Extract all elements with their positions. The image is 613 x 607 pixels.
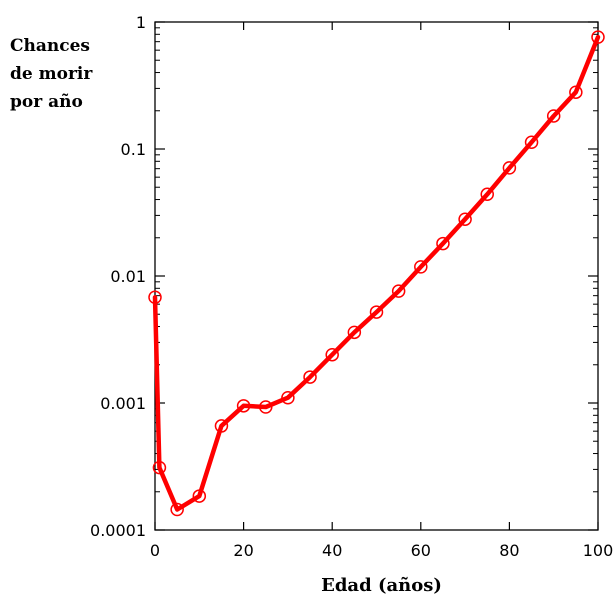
data-point (325, 347, 339, 362)
data-point (347, 325, 362, 340)
data-point (480, 187, 494, 202)
data-point (281, 390, 295, 405)
series-line (152, 34, 601, 512)
data-point (259, 400, 273, 414)
x-tick-label: 0 (150, 541, 160, 560)
x-tick-label: 100 (583, 541, 613, 560)
data-point (524, 135, 539, 150)
data-point (436, 236, 450, 251)
data-point (591, 30, 605, 44)
x-tick-label: 20 (233, 541, 253, 560)
data-point (569, 85, 583, 99)
data-point (414, 260, 428, 274)
data-point (458, 212, 472, 226)
x-tick-label: 40 (322, 541, 342, 560)
data-point (148, 290, 162, 305)
y-tick-label: 1 (136, 13, 146, 32)
data-point (192, 489, 207, 503)
data-point (369, 305, 384, 319)
y-tick-label: 0.0001 (90, 521, 146, 540)
data-point (546, 109, 561, 123)
data-point (152, 460, 167, 475)
data-point (236, 399, 251, 413)
plot-frame (154, 21, 599, 531)
x-tick-label: 80 (499, 541, 519, 560)
y-tick-label: 0.001 (100, 394, 146, 413)
x-tick-label: 60 (411, 541, 431, 560)
data-point (214, 419, 229, 433)
x-axis-label: Edad (años) (321, 575, 442, 596)
y-tick-label: 0.1 (121, 140, 146, 159)
y-axis-label-line-2: de morir (10, 64, 93, 84)
y-axis-label-line-3: por año (10, 92, 83, 112)
data-point (502, 161, 517, 175)
y-tick-label: 0.01 (110, 267, 146, 286)
data-point (170, 502, 184, 517)
data-point (303, 370, 317, 384)
data-point (391, 284, 406, 298)
y-axis-label-line-1: Chances (10, 36, 91, 56)
